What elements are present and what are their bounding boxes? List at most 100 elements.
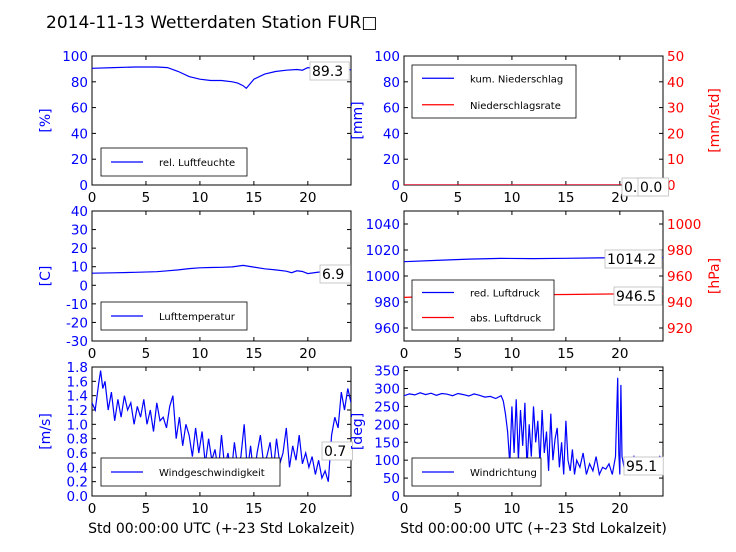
y2-axis-label: [hPa] [707,258,723,294]
legend-entry: Lufttemperatur [159,312,236,323]
y-tick-label: 80 [383,75,400,91]
y2-tick-label: 30 [667,101,684,117]
y-axis-label: [m/s] [38,413,54,450]
x-tick-label: 5 [142,346,151,362]
chart-panel-middle-left: 0 5 10 15 20 -30 -20 -10 0 10 20 30 40 [C] Lufttempera… [38,204,352,362]
x-tick-label: 5 [142,501,151,517]
y-tick-label: 40 [71,126,88,142]
y-tick-label: 1000 [366,269,400,285]
y-tick-label: 0.8 [67,432,88,448]
y-tick-label: -20 [66,315,88,331]
y-tick-label: 40 [383,126,400,142]
figure-title: 2014-11-13 Wetterdaten Station FUR□ [46,13,377,33]
y2-tick-label: 10 [667,152,684,168]
y-tick-label: 0.2 [67,475,88,491]
y-tick-label: 0.0 [67,489,88,505]
legend: red. Luftdruck abs. Luftdruck [411,279,555,331]
y2-tick-label: 20 [667,126,684,142]
y2-tick-label: 0 [667,178,676,194]
x-tick-label: 10 [503,190,520,206]
y-tick-label: 0 [79,178,88,194]
y-tick-label: -30 [66,334,88,350]
x-axis-label: Std 00:00:00 UTC (+-23 Std Lokalzeit) [88,521,355,537]
x-tick-label: 15 [245,501,262,517]
current-value-readout: 6.9 [322,267,344,283]
x-tick-label: 10 [503,346,520,362]
y-tick-label: 100 [374,49,400,65]
readout-box [637,177,669,197]
y-axis-label: [%] [38,108,54,132]
x-tick-label: 15 [245,190,262,206]
y2-tick-label: 960 [667,269,693,285]
y2-tick-label: 940 [667,295,693,311]
y-tick-label: 980 [374,295,400,311]
series-line-1 [92,264,351,275]
y-tick-label: 960 [374,321,400,337]
y-tick-label: 80 [71,75,88,91]
y-tick-label: 300 [374,382,400,398]
y-tick-label: 350 [374,364,400,380]
series-line-1 [92,370,351,482]
series-line-1 [92,66,351,90]
x-tick-label: 20 [611,346,628,362]
y-tick-label: 60 [383,101,400,117]
x-tick-label: 15 [245,346,262,362]
y-tick-label: 1.8 [67,360,88,376]
legend-entry: abs. Luftdruck [470,314,541,325]
x-tick-label: 0 [400,346,409,362]
current-value-readout: 89.3 [312,64,343,80]
y-tick-label: 150 [374,435,400,451]
y-tick-label: 20 [71,152,88,168]
y-tick-label: 1.6 [67,374,88,390]
x-tick-label: 5 [454,190,463,206]
legend-box [411,279,555,331]
legend-entry: red. Luftdruck [470,289,540,300]
series-line-1 [404,377,663,477]
x-tick-label: 15 [557,190,574,206]
y-tick-label: 1.0 [67,417,88,433]
readout-box [604,249,663,269]
legend-box [411,64,577,119]
y-tick-label: 10 [71,260,88,276]
y-tick-label: 1040 [366,217,400,233]
y-tick-label: 1.4 [67,389,88,405]
x-tick-label: 0 [400,501,409,517]
y-tick-label: 0 [79,278,88,294]
x-tick-label: 5 [454,346,463,362]
legend: Lufttemperatur [100,301,248,331]
x-tick-label: 10 [191,346,208,362]
legend: Windrichtung [411,457,542,487]
readout-box [613,286,663,306]
chart-panel-bottom-left: 0 5 10 15 20 0.00.20.40.60.81.01.21.41.61.8 [m… [38,360,355,537]
y2-tick-label: 920 [667,321,693,337]
y2-tick-label: 1000 [667,217,701,233]
current-value-readout: 0.0 [640,180,662,196]
y-tick-label: 1.2 [67,403,88,419]
legend-box [100,147,248,177]
x-tick-label: 0 [88,190,97,206]
chart-panel-top-left: 0 5 10 15 20 0 20 40 60 80 100 [%] rel. Luftfeuchte 8… [38,49,352,206]
x-tick-label: 10 [191,190,208,206]
y-tick-label: 100 [374,453,400,469]
y2-axis-label: [mm/std] [707,88,723,153]
y-tick-label: 0.4 [67,460,88,476]
legend: rel. Luftfeuchte [100,147,248,177]
x-tick-label: 5 [454,501,463,517]
chart-panel-middle-right: 0 5 10 15 20 960 980 1000 1020 1040 920 940 960 980 10… [366,210,723,362]
readout-box [309,61,350,81]
y-tick-label: 0.6 [67,446,88,462]
y-tick-label: 60 [71,101,88,117]
y-tick-label: 20 [71,241,88,257]
y-tick-label: 50 [383,471,400,487]
readout-box [623,456,664,476]
y-tick-label: 100 [62,49,88,65]
y-tick-label: 0 [391,489,400,505]
y-tick-label: 30 [71,223,88,239]
x-tick-label: 0 [88,501,97,517]
x-tick-label: 5 [142,190,151,206]
legend-entry: Windrichtung [470,468,537,479]
x-tick-label: 0 [400,190,409,206]
legend-entry: rel. Luftfeuchte [159,158,235,169]
